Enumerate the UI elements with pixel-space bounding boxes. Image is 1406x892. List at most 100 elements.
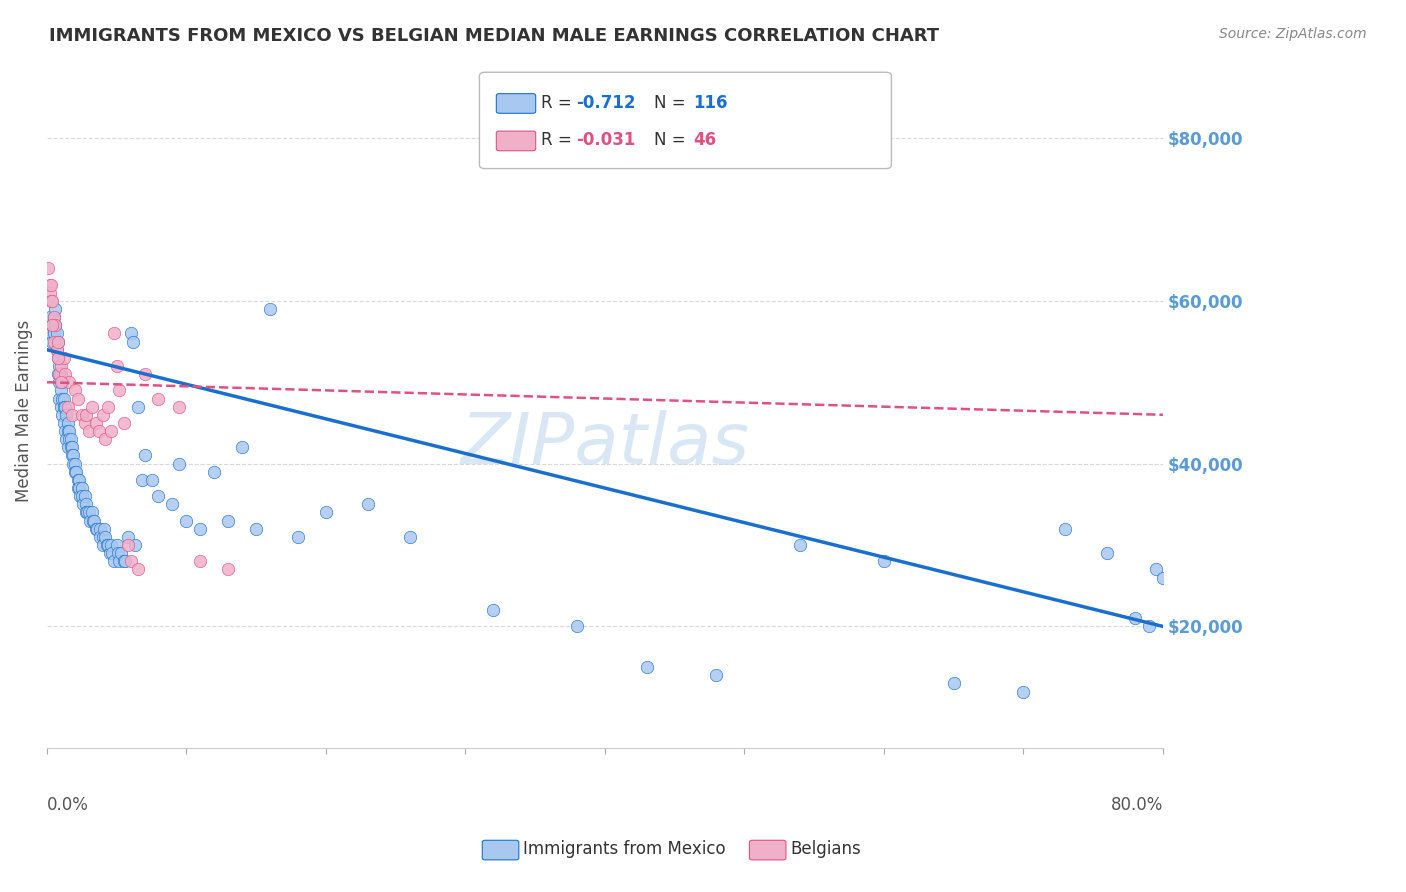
Point — [45, 343, 67, 357]
Point — [46, 334, 69, 349]
Point — [942, 676, 965, 690]
Text: R =: R = — [541, 131, 578, 149]
Point — [80, 400, 103, 414]
Text: N =: N = — [654, 94, 690, 112]
Point — [108, 554, 131, 568]
Text: 116: 116 — [693, 94, 728, 112]
Point — [112, 554, 135, 568]
Point — [84, 522, 107, 536]
Point — [56, 441, 79, 455]
Point — [56, 416, 79, 430]
Point — [217, 562, 239, 576]
Point — [69, 489, 91, 503]
Point — [60, 441, 83, 455]
Point — [112, 416, 135, 430]
Point — [120, 326, 142, 341]
Point — [60, 449, 83, 463]
Point — [91, 530, 114, 544]
Point — [44, 318, 66, 333]
Text: Immigrants from Mexico: Immigrants from Mexico — [523, 840, 725, 858]
Point — [108, 384, 131, 398]
Point — [169, 457, 191, 471]
Point — [48, 367, 70, 381]
Point — [91, 408, 114, 422]
Point — [66, 473, 89, 487]
Point — [42, 310, 65, 325]
Point — [70, 489, 93, 503]
Point — [51, 376, 73, 390]
Point — [86, 522, 108, 536]
Point — [259, 301, 281, 316]
Point — [100, 424, 122, 438]
Point — [636, 660, 658, 674]
Point — [44, 318, 66, 333]
Point — [97, 400, 120, 414]
Text: -0.712: -0.712 — [576, 94, 636, 112]
Point — [873, 554, 896, 568]
Point — [52, 351, 75, 365]
Point — [70, 481, 93, 495]
Text: -0.031: -0.031 — [576, 131, 636, 149]
Point — [188, 554, 211, 568]
Point — [94, 530, 117, 544]
Point — [58, 376, 80, 390]
Point — [75, 506, 97, 520]
Point — [101, 546, 124, 560]
Point — [87, 424, 110, 438]
Point — [245, 522, 267, 536]
Point — [105, 359, 128, 373]
Point — [134, 367, 156, 381]
Point — [63, 457, 86, 471]
Text: ZIPatlas: ZIPatlas — [460, 410, 749, 479]
Point — [59, 432, 82, 446]
Point — [49, 384, 72, 398]
Point — [48, 376, 70, 390]
Point — [162, 497, 184, 511]
Point — [49, 367, 72, 381]
Point — [141, 473, 163, 487]
Point — [53, 367, 76, 381]
Text: Belgians: Belgians — [790, 840, 860, 858]
Point — [231, 441, 253, 455]
Point — [105, 538, 128, 552]
Text: IMMIGRANTS FROM MEXICO VS BELGIAN MEDIAN MALE EARNINGS CORRELATION CHART: IMMIGRANTS FROM MEXICO VS BELGIAN MEDIAN… — [49, 27, 939, 45]
Text: Source: ZipAtlas.com: Source: ZipAtlas.com — [1219, 27, 1367, 41]
Point — [51, 408, 73, 422]
Point — [1152, 571, 1174, 585]
Point — [97, 538, 120, 552]
Point — [1137, 619, 1160, 633]
Point — [217, 514, 239, 528]
Point — [93, 522, 115, 536]
Point — [53, 400, 76, 414]
Text: 80.0%: 80.0% — [1111, 796, 1163, 814]
Point — [91, 538, 114, 552]
Point — [58, 432, 80, 446]
Point — [42, 326, 65, 341]
Text: N =: N = — [654, 131, 690, 149]
Point — [148, 489, 170, 503]
Y-axis label: Median Male Earnings: Median Male Earnings — [15, 319, 32, 502]
Point — [73, 489, 96, 503]
Point — [131, 473, 153, 487]
Point — [58, 424, 80, 438]
Point — [89, 522, 111, 536]
Point — [127, 562, 149, 576]
Point — [98, 546, 121, 560]
Point — [42, 310, 65, 325]
Point — [706, 668, 728, 682]
Point — [79, 514, 101, 528]
Text: R =: R = — [541, 94, 578, 112]
Point — [114, 554, 136, 568]
Point — [52, 416, 75, 430]
Point — [52, 400, 75, 414]
Point — [66, 392, 89, 406]
Point — [75, 497, 97, 511]
Point — [39, 326, 62, 341]
Point — [46, 367, 69, 381]
Point — [73, 416, 96, 430]
Point — [41, 334, 63, 349]
Point — [110, 546, 132, 560]
Point — [49, 359, 72, 373]
Point — [398, 530, 420, 544]
Point — [70, 408, 93, 422]
